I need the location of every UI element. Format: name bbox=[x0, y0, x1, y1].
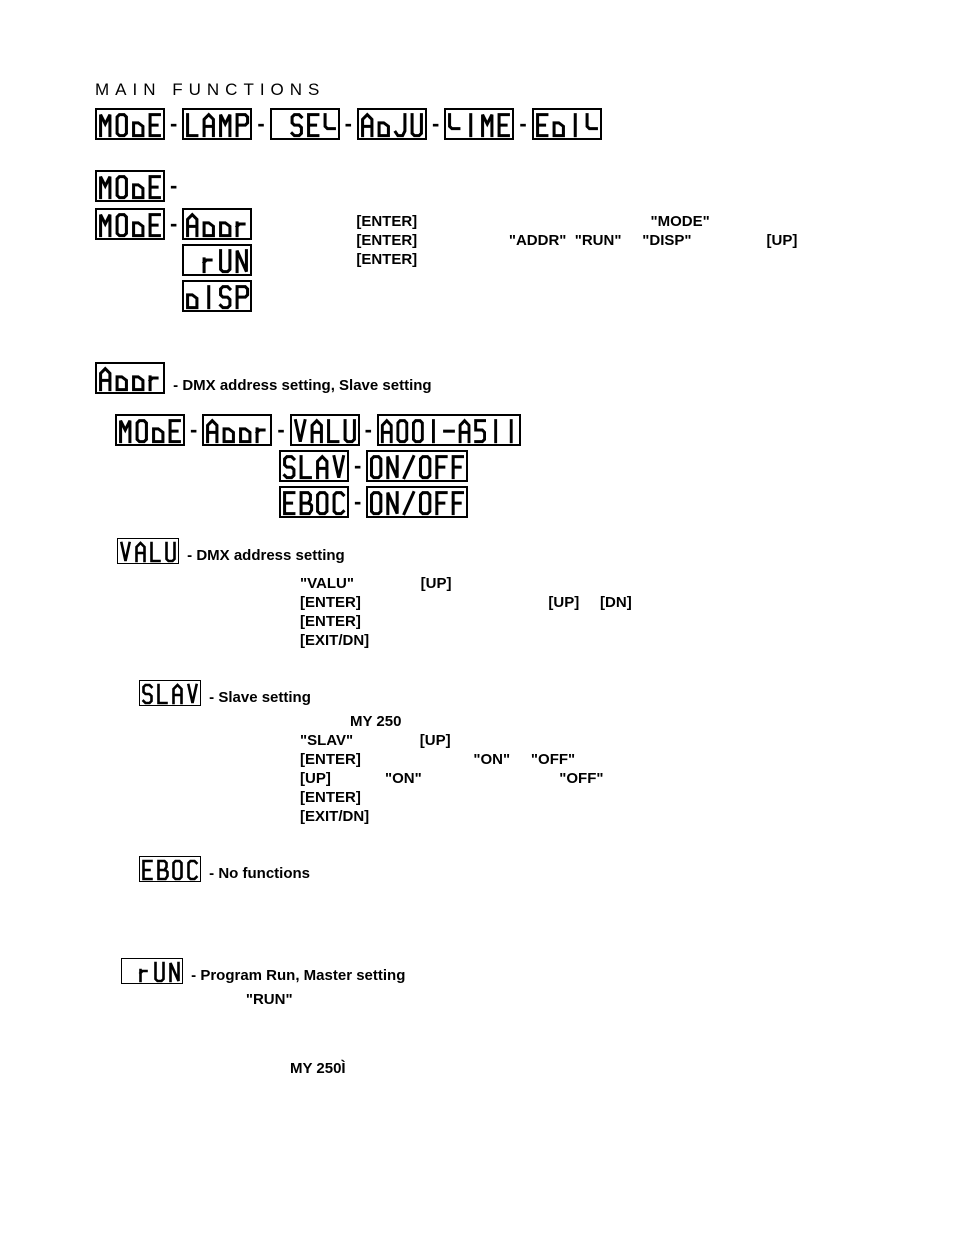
text-line: [ENTER] "MODE" bbox=[356, 212, 797, 231]
addr-heading: - DMX address setting, Slave setting bbox=[95, 362, 859, 394]
addr-tree: - - - - - bbox=[115, 414, 859, 518]
valu-heading: - DMX address setting bbox=[117, 538, 859, 564]
valu-paragraph: "VALU" [UP] [ENTER] [UP] [DN] [ENTER] [E… bbox=[300, 574, 859, 650]
seg-valu bbox=[290, 414, 360, 446]
dash: - bbox=[169, 110, 178, 138]
text-line: [ENTER] "ADDR" "RUN" "DISP" [UP] bbox=[356, 231, 797, 250]
mode-standalone-row: - bbox=[95, 170, 859, 202]
slav-paragraph: MY 250 "SLAV" [UP] [ENTER] "ON" "OFF" [U… bbox=[300, 712, 859, 826]
dash: - bbox=[189, 416, 198, 444]
mode-tree-block: - [ENTER] "MODE" [ENTER] "ADDR" "RUN" "D… bbox=[95, 208, 859, 312]
seg-adju bbox=[357, 108, 427, 140]
dash: - bbox=[364, 416, 373, 444]
dash: - bbox=[169, 172, 178, 200]
seg-mode bbox=[95, 208, 165, 240]
seg-run bbox=[182, 244, 252, 276]
seg-eboc bbox=[279, 486, 349, 518]
mode-children bbox=[182, 208, 252, 312]
dash: - bbox=[344, 110, 353, 138]
seg-addr bbox=[95, 362, 165, 394]
seg-eboc bbox=[139, 856, 201, 882]
mode-right-text: [ENTER] "MODE" [ENTER] "ADDR" "RUN" "DIS… bbox=[356, 208, 797, 269]
seg-a001-a511 bbox=[377, 414, 521, 446]
seg-lamp bbox=[182, 108, 252, 140]
slav-heading-text: - Slave setting bbox=[209, 689, 311, 706]
text-line: [ENTER] bbox=[356, 250, 797, 269]
seg-mode bbox=[95, 170, 165, 202]
addr-heading-text: - DMX address setting, Slave setting bbox=[173, 377, 431, 394]
seg-slav bbox=[139, 680, 201, 706]
run-sub-text: "RUN" bbox=[225, 990, 859, 1009]
run-heading: - Program Run, Master setting bbox=[121, 958, 859, 984]
main-functions-row: - - - - - bbox=[95, 108, 859, 140]
eboc-heading-text: - No functions bbox=[209, 865, 310, 882]
eboc-heading: - No functions bbox=[139, 856, 859, 882]
page-title: Main functions bbox=[95, 80, 859, 100]
valu-heading-text: - DMX address setting bbox=[187, 547, 345, 564]
dash: - bbox=[169, 210, 178, 238]
dash: - bbox=[353, 452, 362, 480]
seg-mode bbox=[115, 414, 185, 446]
dash: - bbox=[518, 110, 527, 138]
seg-onoff bbox=[366, 450, 468, 482]
slav-heading: - Slave setting bbox=[139, 680, 859, 706]
dash: - bbox=[256, 110, 265, 138]
seg-edit bbox=[532, 108, 602, 140]
dash: - bbox=[431, 110, 440, 138]
seg-valu bbox=[117, 538, 179, 564]
seg-set bbox=[270, 108, 340, 140]
run-heading-text: - Program Run, Master setting bbox=[191, 967, 405, 984]
seg-addr bbox=[182, 208, 252, 240]
seg-mode bbox=[95, 108, 165, 140]
seg-slav bbox=[279, 450, 349, 482]
seg-disp bbox=[182, 280, 252, 312]
dash: - bbox=[353, 488, 362, 516]
seg-run bbox=[121, 958, 183, 984]
seg-onoff bbox=[366, 486, 468, 518]
dash: - bbox=[276, 416, 285, 444]
seg-addr bbox=[202, 414, 272, 446]
seg-time bbox=[444, 108, 514, 140]
footer-text: MY 250Ì bbox=[290, 1059, 859, 1078]
